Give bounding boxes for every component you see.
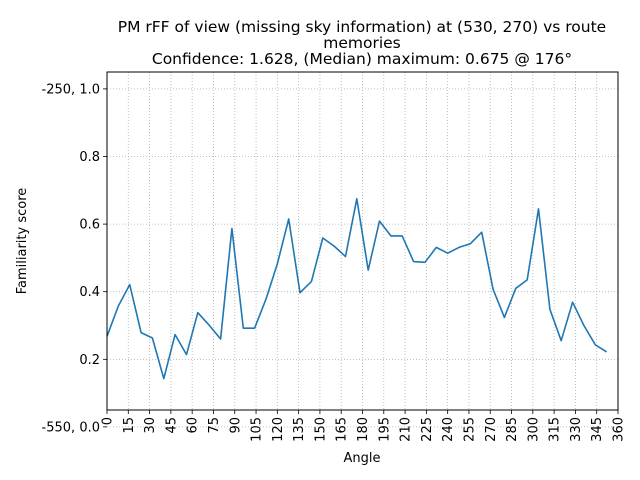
x-tick-label: 270 <box>484 417 499 442</box>
x-axis-label: Angle <box>344 451 381 466</box>
series <box>106 198 608 380</box>
x-tick-label: 300 <box>526 417 541 442</box>
x-tick-label: 360 <box>612 417 627 442</box>
x-tick-label: 45 <box>164 417 179 434</box>
x-tick-label: 0 <box>101 417 116 425</box>
x-tick-label: 105 <box>250 417 265 442</box>
title-line: Confidence: 1.628, (Median) maximum: 0.6… <box>152 50 572 68</box>
x-tick-label: 75 <box>207 417 222 434</box>
y-tick-label: -550, 0.0 <box>42 420 100 435</box>
y-tick-label: -250, 1.0 <box>42 82 100 97</box>
y-tick-label: 0.6 <box>79 218 100 233</box>
y-tick-label: 0.4 <box>79 285 100 300</box>
series-line <box>106 198 608 380</box>
y-tick-label: 0.2 <box>79 353 100 368</box>
x-tick-label: 210 <box>399 417 414 442</box>
chart-title: PM rFF of view (missing sky information)… <box>118 18 606 68</box>
plot-frame <box>106 71 619 411</box>
x-tick-label: 30 <box>143 417 158 434</box>
x-tick-label: 195 <box>377 417 392 442</box>
y-axis-label: Familiarity score <box>15 188 30 295</box>
x-tick-label: 60 <box>186 417 201 434</box>
y-tick-label: 0.8 <box>79 150 100 165</box>
x-tick-label: 345 <box>590 417 605 442</box>
x-tick-label: 15 <box>122 417 137 434</box>
x-tick-label: 180 <box>356 417 371 442</box>
x-tick-label: 255 <box>462 417 477 442</box>
x-tick-label: 165 <box>335 417 350 442</box>
x-tick-label: 150 <box>313 417 328 442</box>
title-line: memories <box>323 34 401 52</box>
x-tick-label: 285 <box>505 417 520 442</box>
x-tick-label: 240 <box>441 417 456 442</box>
x-tick-label: 225 <box>420 417 435 442</box>
y-ticks: -250, 1.0 0.8 0.6 0.4 0.2 -550, 0.0 <box>42 82 107 435</box>
x-ticks: 0 15 30 45 60 75 90 105 120 135 150 165 180 195 210 225… <box>101 410 627 442</box>
x-tick-label: 315 <box>548 417 563 442</box>
x-tick-label: 330 <box>569 417 584 442</box>
x-tick-label: 90 <box>228 417 243 434</box>
x-tick-label: 135 <box>292 417 307 442</box>
x-tick-label: 120 <box>271 417 286 442</box>
title-line: PM rFF of view (missing sky information)… <box>118 18 606 36</box>
grid <box>106 72 619 428</box>
